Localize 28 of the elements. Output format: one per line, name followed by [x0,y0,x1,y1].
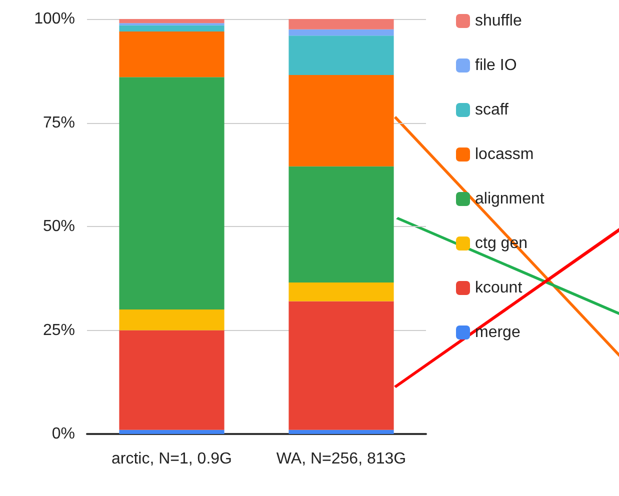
y-tick-label: 75% [42,114,75,132]
bar [288,430,394,434]
legend-label: kcount [475,280,523,296]
legend-label: shuffle [475,12,522,30]
bar [288,36,394,76]
bar [119,77,224,310]
y-tick-label: 100% [34,10,75,28]
bar [119,25,224,32]
y-tick-label: 50% [42,218,75,235]
legend-label: locassm [475,146,534,163]
bar [119,31,224,78]
legend-label: alignment [475,190,545,208]
x-tick-label: arctic, N=1, 0.9G [112,450,232,468]
legend-label: file IO [475,57,517,74]
bar [119,310,224,330]
legend-label: merge [475,324,520,341]
x-tick-label: WA, N=256, 813G [276,450,406,468]
bar [288,29,394,36]
y-tick-label: 25% [42,322,75,339]
bar [119,330,224,430]
bar [119,19,224,24]
bar [119,430,224,434]
bar [288,75,394,166]
bar [288,282,394,302]
bar [288,19,394,30]
y-tick-label: 0% [52,426,75,442]
legend-label: scaff [475,102,510,118]
bar [288,166,394,283]
